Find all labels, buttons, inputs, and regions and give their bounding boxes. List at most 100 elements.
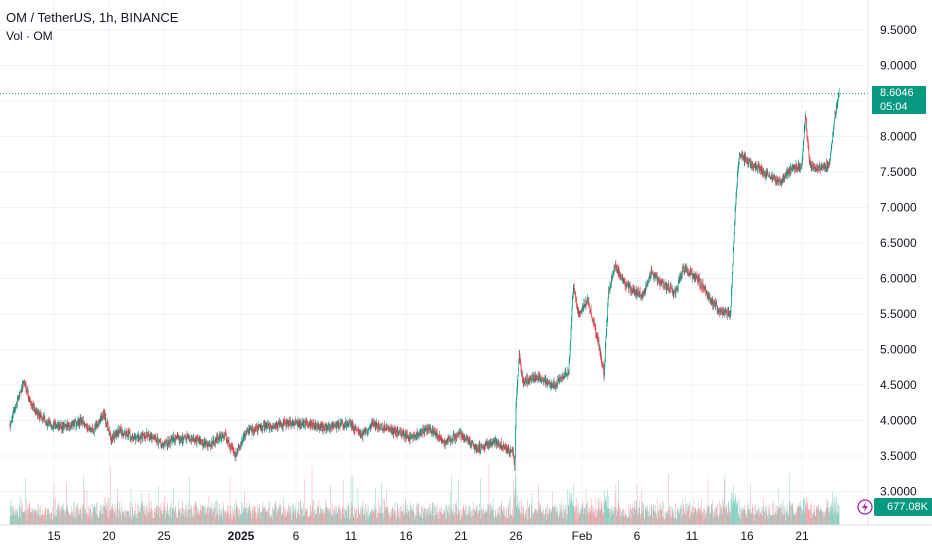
volume-bar [562, 517, 563, 525]
candle-body [653, 274, 655, 278]
candle-body [481, 446, 483, 448]
candle-body [458, 433, 459, 437]
volume-bar [431, 510, 432, 525]
candle-body [546, 383, 547, 385]
volume-bar [214, 507, 215, 525]
candle-body [589, 306, 591, 311]
volume-bar [268, 502, 270, 525]
volume-bar [753, 514, 754, 525]
volume-bar [309, 516, 310, 525]
volume-bar [442, 513, 443, 525]
volume-bar [519, 508, 520, 525]
candle-body [430, 428, 431, 432]
volume-bar [204, 513, 206, 525]
volume-bar [782, 500, 784, 525]
candle-body [721, 309, 723, 312]
candle-body [306, 422, 308, 424]
candle-body [227, 439, 228, 441]
volume-bar [724, 474, 726, 525]
volume-bar [364, 513, 365, 525]
candle-body [378, 422, 380, 429]
volume-bar [827, 502, 828, 525]
volume-bar [309, 514, 310, 525]
candle-body [403, 436, 405, 438]
candle-body [249, 428, 250, 433]
volume-bar [808, 509, 809, 525]
volume-bar [216, 514, 217, 525]
volume-bar [623, 507, 624, 525]
volume-bar [359, 513, 360, 525]
candle-body [242, 441, 243, 443]
candle-body [25, 383, 27, 392]
volume-bar [99, 512, 100, 525]
candle-body [30, 403, 32, 406]
candle-body [219, 435, 221, 438]
candle-body [402, 431, 403, 437]
volume-bar [428, 506, 430, 525]
volume-bar [87, 512, 88, 525]
candle-body [242, 438, 244, 442]
volume-bar [23, 512, 24, 525]
candle-body [483, 445, 484, 447]
candle-body [506, 448, 507, 452]
volume-bar [598, 508, 600, 525]
candle-body [424, 430, 425, 433]
volume-bar [260, 518, 261, 525]
candle-body [582, 305, 583, 311]
volume-bar [815, 515, 816, 525]
candle-body [453, 434, 455, 437]
volume-bar [201, 506, 202, 525]
volume-bar [150, 499, 152, 525]
candle-body [163, 444, 165, 446]
volume-bar [578, 518, 580, 525]
candle-body [721, 309, 722, 311]
volume-bar [657, 508, 659, 525]
volume-bar [486, 511, 488, 525]
candle-body [232, 447, 233, 449]
volume-bar [100, 504, 102, 525]
volume-bar [368, 506, 369, 525]
volume-bar [409, 502, 411, 525]
candle-body [504, 445, 505, 449]
volume-bar [405, 500, 407, 525]
volume-bar [401, 506, 402, 525]
volume-bar [634, 506, 635, 525]
candle-body [538, 376, 540, 381]
candle-body [530, 378, 531, 380]
candle-body [465, 438, 466, 441]
volume-bar [779, 507, 781, 525]
candle-body [635, 290, 636, 295]
volume-bar [395, 516, 397, 525]
volume-bar [29, 511, 31, 525]
candle-body [205, 444, 206, 445]
candle-body [362, 432, 364, 438]
candle-body [381, 424, 383, 430]
volume-bar [584, 514, 586, 525]
volume-bar [394, 501, 396, 525]
candle-body [313, 423, 315, 428]
candle-body [454, 438, 456, 440]
volume-bar [26, 510, 27, 525]
volume-bar [89, 517, 90, 525]
candle-body [620, 274, 622, 278]
candle-body [333, 423, 334, 426]
volume-bar [746, 517, 748, 525]
candle-body [623, 278, 625, 282]
candle-body [566, 374, 568, 376]
candle-body [684, 267, 685, 272]
volume-bar [678, 512, 679, 525]
volume-bar [414, 515, 416, 525]
candle-body [43, 416, 44, 419]
candle-body [508, 451, 510, 454]
candle-body [309, 422, 310, 425]
volume-bar [64, 515, 66, 525]
volume-bar [281, 514, 283, 525]
candle-body [372, 421, 373, 426]
volume-bar [549, 510, 551, 525]
candle-body [508, 449, 509, 454]
volume-bar [526, 508, 527, 525]
candle-body [494, 441, 496, 443]
candle-body [373, 425, 375, 426]
volume-bar [357, 488, 359, 525]
